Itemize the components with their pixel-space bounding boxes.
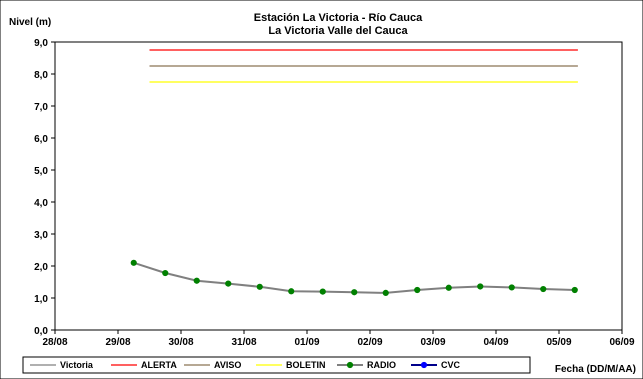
x-tick-label: 06/09 [609, 337, 634, 348]
y-tick-label: 9,0 [34, 38, 48, 49]
x-tick-label: 29/08 [105, 337, 130, 348]
data-point [288, 288, 295, 295]
chart-subtitle: La Victoria Valle del Cauca [268, 25, 408, 37]
data-point [508, 284, 515, 291]
data-point [351, 289, 358, 296]
legend-label-aviso: AVISO [214, 360, 241, 370]
data-point [445, 284, 452, 291]
x-tick-label: 02/09 [357, 337, 382, 348]
x-tick-label: 28/08 [42, 337, 67, 348]
data-point [382, 289, 389, 296]
y-axis: 0,0 1,0 2,0 3,0 4,0 5,0 6,0 7,0 8,0 9,0 [34, 38, 55, 337]
y-tick-label: 3,0 [34, 230, 48, 241]
data-point [540, 285, 547, 293]
x-tick-label: 31/08 [231, 337, 256, 348]
x-axis: 28/08 29/08 30/08 31/08 01/09 02/09 03/09 04/09… [42, 330, 635, 348]
y-tick-label: 1,0 [34, 294, 48, 305]
y-tick-label: 4,0 [34, 198, 48, 209]
legend: Victoria ALERTA AVISO BOLETIN RADIO CVC [30, 360, 461, 370]
legend-label-boletin: BOLETIN [286, 360, 326, 370]
data-point [130, 259, 137, 266]
data-point [225, 280, 232, 287]
y-axis-label: Nivel (m) [9, 17, 51, 28]
x-tick-label: 30/08 [168, 337, 193, 348]
series-layer [130, 49, 578, 296]
y-tick-label: 2,0 [34, 262, 48, 273]
y-tick-label: 8,0 [34, 70, 48, 81]
legend-label-victoria: Victoria [60, 360, 94, 370]
data-point [193, 277, 200, 284]
legend-label-alerta: ALERTA [141, 360, 177, 370]
y-tick-label: 6,0 [34, 134, 48, 145]
x-axis-label: Fecha (DD/M/AA) [555, 364, 636, 375]
chart-title: Estación La Victoria - Río Cauca [254, 12, 423, 24]
legend-marker-cvc [420, 361, 428, 369]
legend-label-radio: RADIO [367, 360, 396, 370]
legend-marker-radio [346, 361, 354, 369]
data-point [477, 283, 484, 290]
plot-area [54, 41, 623, 331]
x-tick-label: 04/09 [483, 337, 508, 348]
y-tick-label: 5,0 [34, 166, 48, 177]
data-point [256, 283, 263, 290]
x-tick-label: 03/09 [420, 337, 445, 348]
y-tick-label: 7,0 [34, 102, 48, 113]
x-tick-label: 01/09 [294, 337, 319, 348]
data-point [319, 288, 326, 295]
x-tick-label: 05/09 [546, 337, 571, 348]
legend-label-cvc: CVC [441, 360, 461, 370]
data-point [162, 269, 169, 277]
y-tick-label: 0,0 [34, 326, 48, 337]
data-point [571, 286, 578, 294]
data-point [414, 286, 421, 294]
